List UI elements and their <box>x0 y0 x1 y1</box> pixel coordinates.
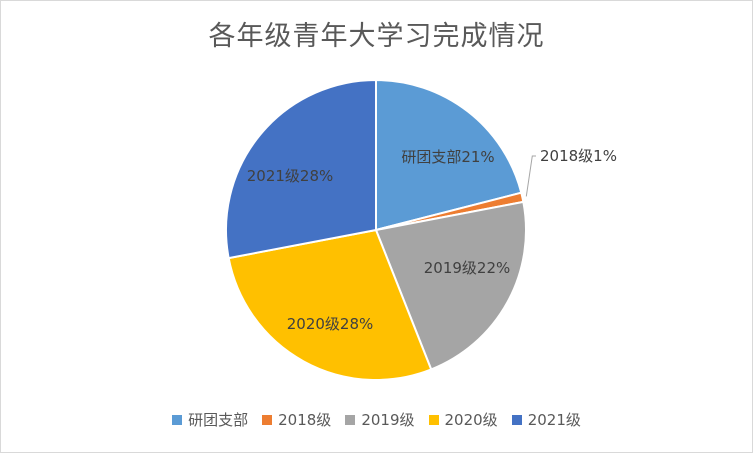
data-label-2: 2019级22% <box>424 259 511 277</box>
legend-label-3: 2020级 <box>444 411 498 429</box>
legend-swatch-3 <box>428 414 439 425</box>
legend-item-2: 2019级 <box>345 409 415 430</box>
data-label-0: 研团支部21% <box>401 148 494 166</box>
legend-swatch-4 <box>511 414 522 425</box>
pie-slices <box>225 78 527 381</box>
leader-line-1 <box>525 155 536 197</box>
data-label-1: 2018级1% <box>540 147 617 165</box>
legend-label-4: 2021级 <box>527 411 581 429</box>
pie-slice-4 <box>225 78 377 260</box>
legend-item-1: 2018级 <box>262 409 331 430</box>
pie-slice-3 <box>227 228 433 381</box>
legend-label-2: 2019级 <box>361 411 415 429</box>
chart-title: 各年级青年大学习完成情况 <box>208 21 545 52</box>
legend-swatch-0 <box>172 414 183 425</box>
pie-slice-0 <box>375 78 523 232</box>
legend-swatch-2 <box>345 414 356 425</box>
legend-label-0: 研团支部 <box>188 411 249 429</box>
pie-slice-2 <box>374 200 527 371</box>
legend-item-0: 研团支部 <box>172 409 248 430</box>
legend: 研团支部 2018级 2019级 2020级 2021级 <box>0 409 753 430</box>
data-label-3: 2020级28% <box>287 315 374 333</box>
legend-item-4: 2021级 <box>511 409 581 430</box>
legend-item-3: 2020级 <box>428 409 498 430</box>
data-label-4: 2021级28% <box>247 167 334 185</box>
legend-swatch-1 <box>262 414 273 425</box>
data-labels: 研团支部21% 2018级1% 2019级22% 2020级28% 2021级28% <box>247 147 617 333</box>
leader-lines <box>525 155 536 197</box>
legend-label-1: 2018级 <box>278 411 332 429</box>
